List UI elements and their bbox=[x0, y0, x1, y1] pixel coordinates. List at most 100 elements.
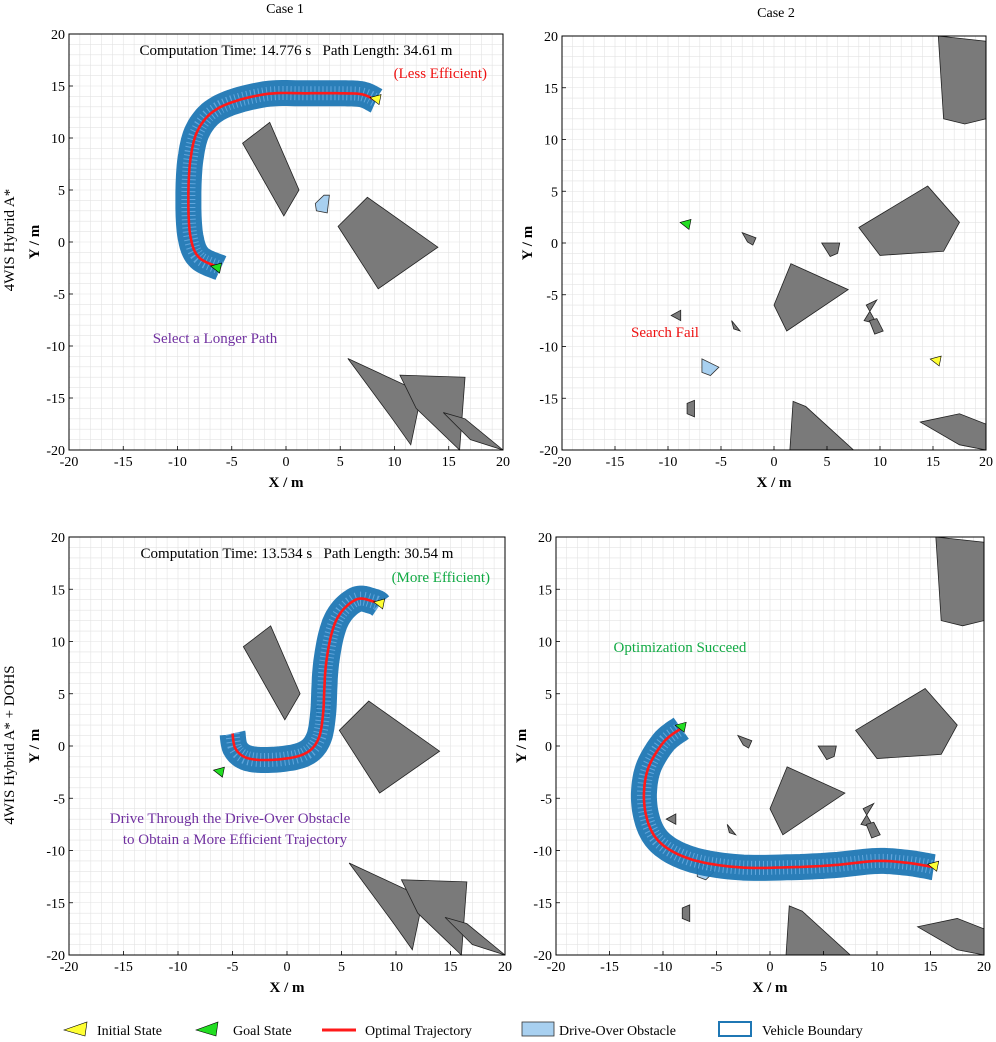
x-tick-label: 0 bbox=[771, 455, 778, 470]
legend-item-goal-state: Goal State bbox=[195, 1021, 292, 1039]
obstacle bbox=[242, 121, 300, 217]
x-tick-label: -20 bbox=[553, 455, 572, 470]
x-tick-label: 5 bbox=[337, 455, 344, 470]
legend-label: Initial State bbox=[97, 1024, 162, 1039]
status-text: Optimization Succeed bbox=[614, 640, 747, 656]
y-tick-label: 10 bbox=[51, 636, 65, 651]
obstacle bbox=[863, 298, 878, 325]
obstacle bbox=[337, 196, 439, 290]
x-tick-label: -15 bbox=[600, 960, 619, 975]
obstacle bbox=[817, 745, 837, 761]
x-tick-label: 0 bbox=[767, 960, 774, 975]
y-tick-label: 5 bbox=[545, 688, 552, 703]
legend-label: Optimal Trajectory bbox=[365, 1024, 472, 1039]
x-tick-label: -20 bbox=[547, 960, 566, 975]
x-tick-label: -20 bbox=[60, 960, 79, 975]
obstacle bbox=[935, 536, 985, 627]
x-tick-label: 10 bbox=[870, 960, 884, 975]
column-title-case-1: Case 1 bbox=[266, 2, 304, 17]
obstacle bbox=[769, 766, 846, 836]
goal-state-marker bbox=[679, 218, 692, 230]
obstacle bbox=[855, 688, 958, 759]
status-text: Search Fail bbox=[631, 325, 699, 341]
optimal-trajectory bbox=[642, 727, 934, 870]
obstacle bbox=[242, 625, 301, 721]
x-tick-label: -15 bbox=[114, 455, 133, 470]
x-tick-label: -5 bbox=[711, 960, 723, 975]
y-tick-label: 15 bbox=[544, 82, 558, 97]
note-text-line-1: Drive Through the Drive-Over Obstacle bbox=[110, 811, 351, 827]
panel-case1-dohs: -20 -15 -10 -5 0 5 10 15 20 -20 -15 -10 -5 0 5 10 15 20 X … bbox=[27, 531, 512, 996]
obstacle bbox=[681, 904, 691, 923]
y-tick-label: -5 bbox=[546, 289, 558, 304]
obstacle bbox=[347, 358, 423, 446]
x-tick-label: 5 bbox=[338, 960, 345, 975]
obstacle bbox=[338, 700, 441, 794]
y-axis-label: Y / m bbox=[27, 224, 43, 259]
y-tick-label: 15 bbox=[51, 583, 65, 598]
x-tick-label: -20 bbox=[60, 455, 79, 470]
obstacle bbox=[348, 862, 424, 951]
goal-state-marker bbox=[212, 766, 225, 778]
legend-item-drive-over: Drive-Over Obstacle bbox=[521, 1021, 676, 1039]
y-tick-label: -20 bbox=[539, 444, 558, 459]
row-title-dohs: 4WIS Hybrid A* + DOHS bbox=[2, 665, 18, 824]
x-tick-label: 5 bbox=[824, 455, 831, 470]
x-tick-label: 20 bbox=[498, 960, 512, 975]
x-tick-label: -5 bbox=[226, 455, 238, 470]
x-tick-label: 0 bbox=[284, 960, 291, 975]
stats-text: Computation Time: 13.534 s Path Length: … bbox=[141, 546, 454, 562]
initial-state-marker bbox=[929, 355, 942, 367]
drive-over-obstacle bbox=[701, 358, 720, 376]
obstacle bbox=[860, 802, 875, 829]
obstacle bbox=[937, 35, 987, 125]
drive-over-swatch-icon bbox=[521, 1021, 555, 1037]
y-tick-label: 0 bbox=[545, 740, 552, 755]
y-tick-label: -5 bbox=[540, 792, 552, 807]
y-tick-label: 20 bbox=[51, 28, 65, 43]
x-tick-label: 0 bbox=[283, 455, 290, 470]
x-axis-label: X / m bbox=[753, 980, 789, 996]
plot-area: -20 -15 -10 -5 0 5 10 15 20 -20 -15 -10 -5 0 5 10 15 20 X … bbox=[520, 30, 993, 491]
legend: Initial State Goal State Optimal Traject… bbox=[63, 1021, 863, 1039]
x-tick-label: 5 bbox=[820, 960, 827, 975]
x-tick-label: 15 bbox=[924, 960, 938, 975]
legend-label: Goal State bbox=[233, 1024, 292, 1039]
y-axis-label: Y / m bbox=[27, 728, 43, 763]
obstacle bbox=[737, 734, 753, 749]
x-axis-label: X / m bbox=[269, 475, 305, 491]
initial-state-marker bbox=[369, 94, 382, 106]
y-tick-label: -15 bbox=[46, 897, 65, 912]
row-title-hybrid: 4WIS Hybrid A* bbox=[2, 189, 18, 292]
obstacle bbox=[670, 309, 682, 322]
initial-state-marker bbox=[927, 860, 940, 872]
y-tick-label: 20 bbox=[538, 531, 552, 546]
x-tick-label: 10 bbox=[388, 455, 402, 470]
y-tick-label: -10 bbox=[46, 340, 65, 355]
legend-label: Vehicle Boundary bbox=[762, 1024, 863, 1039]
optimal-trajectory bbox=[187, 91, 377, 270]
initial-state-icon bbox=[63, 1021, 88, 1037]
y-tick-label: 5 bbox=[551, 185, 558, 200]
y-tick-label: 10 bbox=[538, 636, 552, 651]
obstacle bbox=[773, 263, 850, 332]
x-tick-label: 20 bbox=[979, 455, 993, 470]
y-tick-label: 5 bbox=[58, 184, 65, 199]
plot-area: -20 -15 -10 -5 0 5 10 15 20 -20 -15 -10 -5 0 5 10 15 20 X … bbox=[514, 531, 991, 996]
x-axis-label: X / m bbox=[757, 475, 793, 491]
optimal-trajectory bbox=[231, 597, 381, 762]
y-tick-label: -5 bbox=[53, 792, 65, 807]
y-tick-label: 10 bbox=[51, 132, 65, 147]
panel-case2-dohs: -20 -15 -10 -5 0 5 10 15 20 -20 -15 -10 -5 0 5 10 15 20 X … bbox=[514, 531, 991, 996]
y-tick-label: 15 bbox=[51, 80, 65, 95]
note-text-line-2: to Obtain a More Efficient Trajectory bbox=[123, 832, 348, 848]
y-tick-label: 10 bbox=[544, 134, 558, 149]
obstacle bbox=[726, 824, 737, 836]
legend-item-trajectory: Optimal Trajectory bbox=[322, 1024, 472, 1039]
x-tick-label: 10 bbox=[389, 960, 403, 975]
legend-label: Drive-Over Obstacle bbox=[559, 1024, 676, 1039]
y-tick-label: 0 bbox=[58, 740, 65, 755]
obstacle bbox=[686, 399, 695, 418]
y-tick-label: 5 bbox=[58, 688, 65, 703]
